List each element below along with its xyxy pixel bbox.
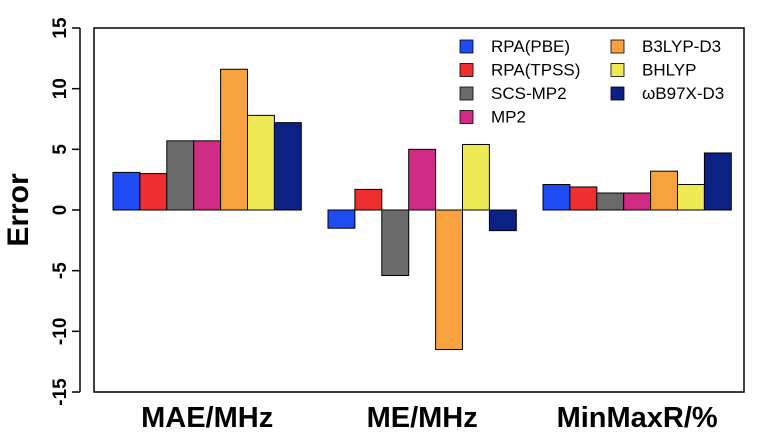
legend-swatch bbox=[459, 86, 474, 101]
bar bbox=[650, 170, 678, 211]
bar bbox=[166, 140, 195, 211]
bar bbox=[677, 184, 705, 211]
category-label: ME/MHz bbox=[367, 402, 478, 434]
bar bbox=[569, 186, 598, 211]
legend-swatch bbox=[459, 63, 474, 77]
bar bbox=[327, 209, 356, 229]
legend-swatch bbox=[610, 39, 625, 54]
y-tick-label: -5 bbox=[50, 262, 71, 279]
bar bbox=[193, 140, 222, 211]
bar bbox=[273, 122, 302, 211]
legend-label: B3LYP-D3 bbox=[642, 37, 721, 56]
bar bbox=[435, 209, 464, 351]
bar bbox=[703, 152, 732, 211]
y-tick-label: 0 bbox=[50, 205, 71, 216]
bar bbox=[139, 173, 168, 211]
plot-frame bbox=[93, 27, 745, 393]
category-labels: MAE/MHz ME/MHz MinMaxR/% bbox=[141, 402, 718, 434]
legend-label: RPA(TPSS) bbox=[491, 61, 580, 80]
bar bbox=[623, 192, 652, 211]
bar bbox=[247, 114, 275, 211]
bar bbox=[354, 188, 383, 211]
bar bbox=[408, 148, 437, 211]
bar bbox=[542, 184, 571, 211]
bar bbox=[462, 143, 490, 211]
legend-label: RPA(PBE) bbox=[491, 37, 570, 56]
category-label: MinMaxR/% bbox=[557, 402, 718, 434]
legend: RPA(PBE) RPA(TPSS) SCS-MP2 MP2 B3LYP-D3 BHLYP… bbox=[459, 37, 724, 127]
y-tick-label: -10 bbox=[50, 318, 71, 345]
legend-label: ωB97X-D3 bbox=[642, 84, 724, 103]
y-axis-ticks: -15 -10 -5 0 5 10 15 bbox=[50, 17, 80, 406]
bar bbox=[220, 68, 249, 211]
legend-label: BHLYP bbox=[642, 61, 697, 80]
legend-swatch bbox=[459, 110, 474, 124]
bar bbox=[381, 209, 410, 277]
category-label: MAE/MHz bbox=[141, 402, 273, 434]
bar bbox=[596, 192, 625, 211]
bar bbox=[488, 209, 517, 232]
y-tick-label: 5 bbox=[50, 144, 71, 155]
legend-swatch bbox=[459, 39, 474, 54]
bar bbox=[112, 171, 141, 211]
legend-swatch bbox=[610, 63, 625, 77]
y-axis-title: Error bbox=[2, 173, 35, 247]
y-tick-label: 15 bbox=[50, 17, 71, 39]
y-tick-label: -15 bbox=[50, 378, 71, 406]
legend-label: MP2 bbox=[491, 108, 526, 127]
y-tick-label: 10 bbox=[50, 78, 71, 99]
bars bbox=[112, 68, 732, 351]
legend-label: SCS-MP2 bbox=[491, 84, 567, 103]
legend-swatch bbox=[610, 86, 625, 101]
